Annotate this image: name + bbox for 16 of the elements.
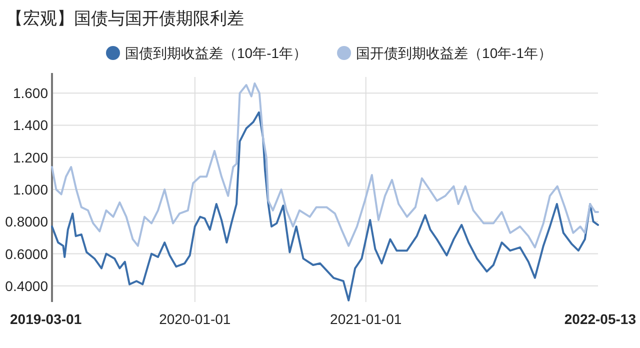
- y-tick-label: 1.600: [12, 85, 48, 102]
- legend-label: 国债到期收益差（10年-1年）: [125, 45, 308, 61]
- line-series: [51, 82, 599, 248]
- x-tick-label: 2021-01-01: [330, 311, 402, 327]
- x-tick-label: 2019-03-01: [10, 311, 82, 327]
- legend-label: 国开债到期收益差（10年-1年）: [356, 45, 552, 61]
- line-series: [51, 111, 599, 302]
- x-tick-label: 2022-05-13: [564, 311, 636, 327]
- chart-title: 【宏观】国债与国开债期限利差: [6, 9, 244, 28]
- y-tick-label: 1.000: [12, 182, 48, 198]
- y-tick-label: 0.4000: [5, 278, 48, 294]
- x-tick-label: 2020-01-01: [159, 311, 231, 327]
- y-tick-label: 0.6000: [5, 246, 48, 262]
- y-tick-label: 1.200: [12, 149, 48, 166]
- y-tick-label: 1.400: [12, 117, 48, 134]
- y-tick-label: 0.8000: [5, 214, 48, 230]
